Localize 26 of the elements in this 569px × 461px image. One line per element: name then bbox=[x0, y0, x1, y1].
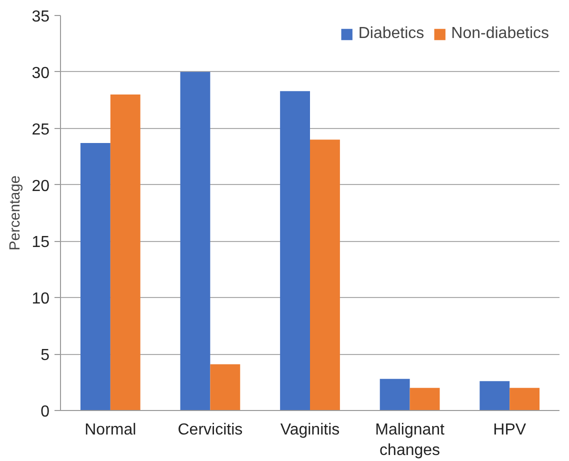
bar bbox=[210, 364, 240, 410]
legend-label: Diabetics bbox=[358, 25, 424, 43]
y-tick-label: 5 bbox=[40, 347, 50, 364]
bar bbox=[280, 91, 310, 410]
y-tick-label: 30 bbox=[32, 64, 50, 82]
bar bbox=[80, 143, 110, 410]
y-tick-label: 15 bbox=[32, 234, 50, 252]
x-tick-label: Cervicitis bbox=[178, 422, 243, 438]
x-tick-label: HPV bbox=[493, 422, 526, 438]
bar bbox=[180, 72, 210, 410]
legend-label: Non-diabetics bbox=[451, 25, 549, 43]
y-tick-label: 25 bbox=[32, 121, 50, 138]
y-axis-title: Percentage bbox=[8, 176, 24, 250]
x-tick-label: Normal bbox=[84, 422, 136, 438]
bar bbox=[380, 378, 410, 410]
x-tick-label: Malignant changes bbox=[375, 422, 446, 459]
bar bbox=[110, 94, 140, 410]
bar bbox=[510, 388, 540, 410]
y-tick-label: 35 bbox=[32, 8, 50, 26]
y-tick-label: 10 bbox=[32, 290, 50, 308]
bar bbox=[310, 140, 340, 410]
y-tick-label: 20 bbox=[32, 178, 50, 195]
bar bbox=[480, 381, 510, 410]
x-tick-label: Vaginitis bbox=[280, 422, 340, 438]
bar bbox=[410, 388, 440, 410]
y-tick-label: 0 bbox=[40, 404, 50, 420]
